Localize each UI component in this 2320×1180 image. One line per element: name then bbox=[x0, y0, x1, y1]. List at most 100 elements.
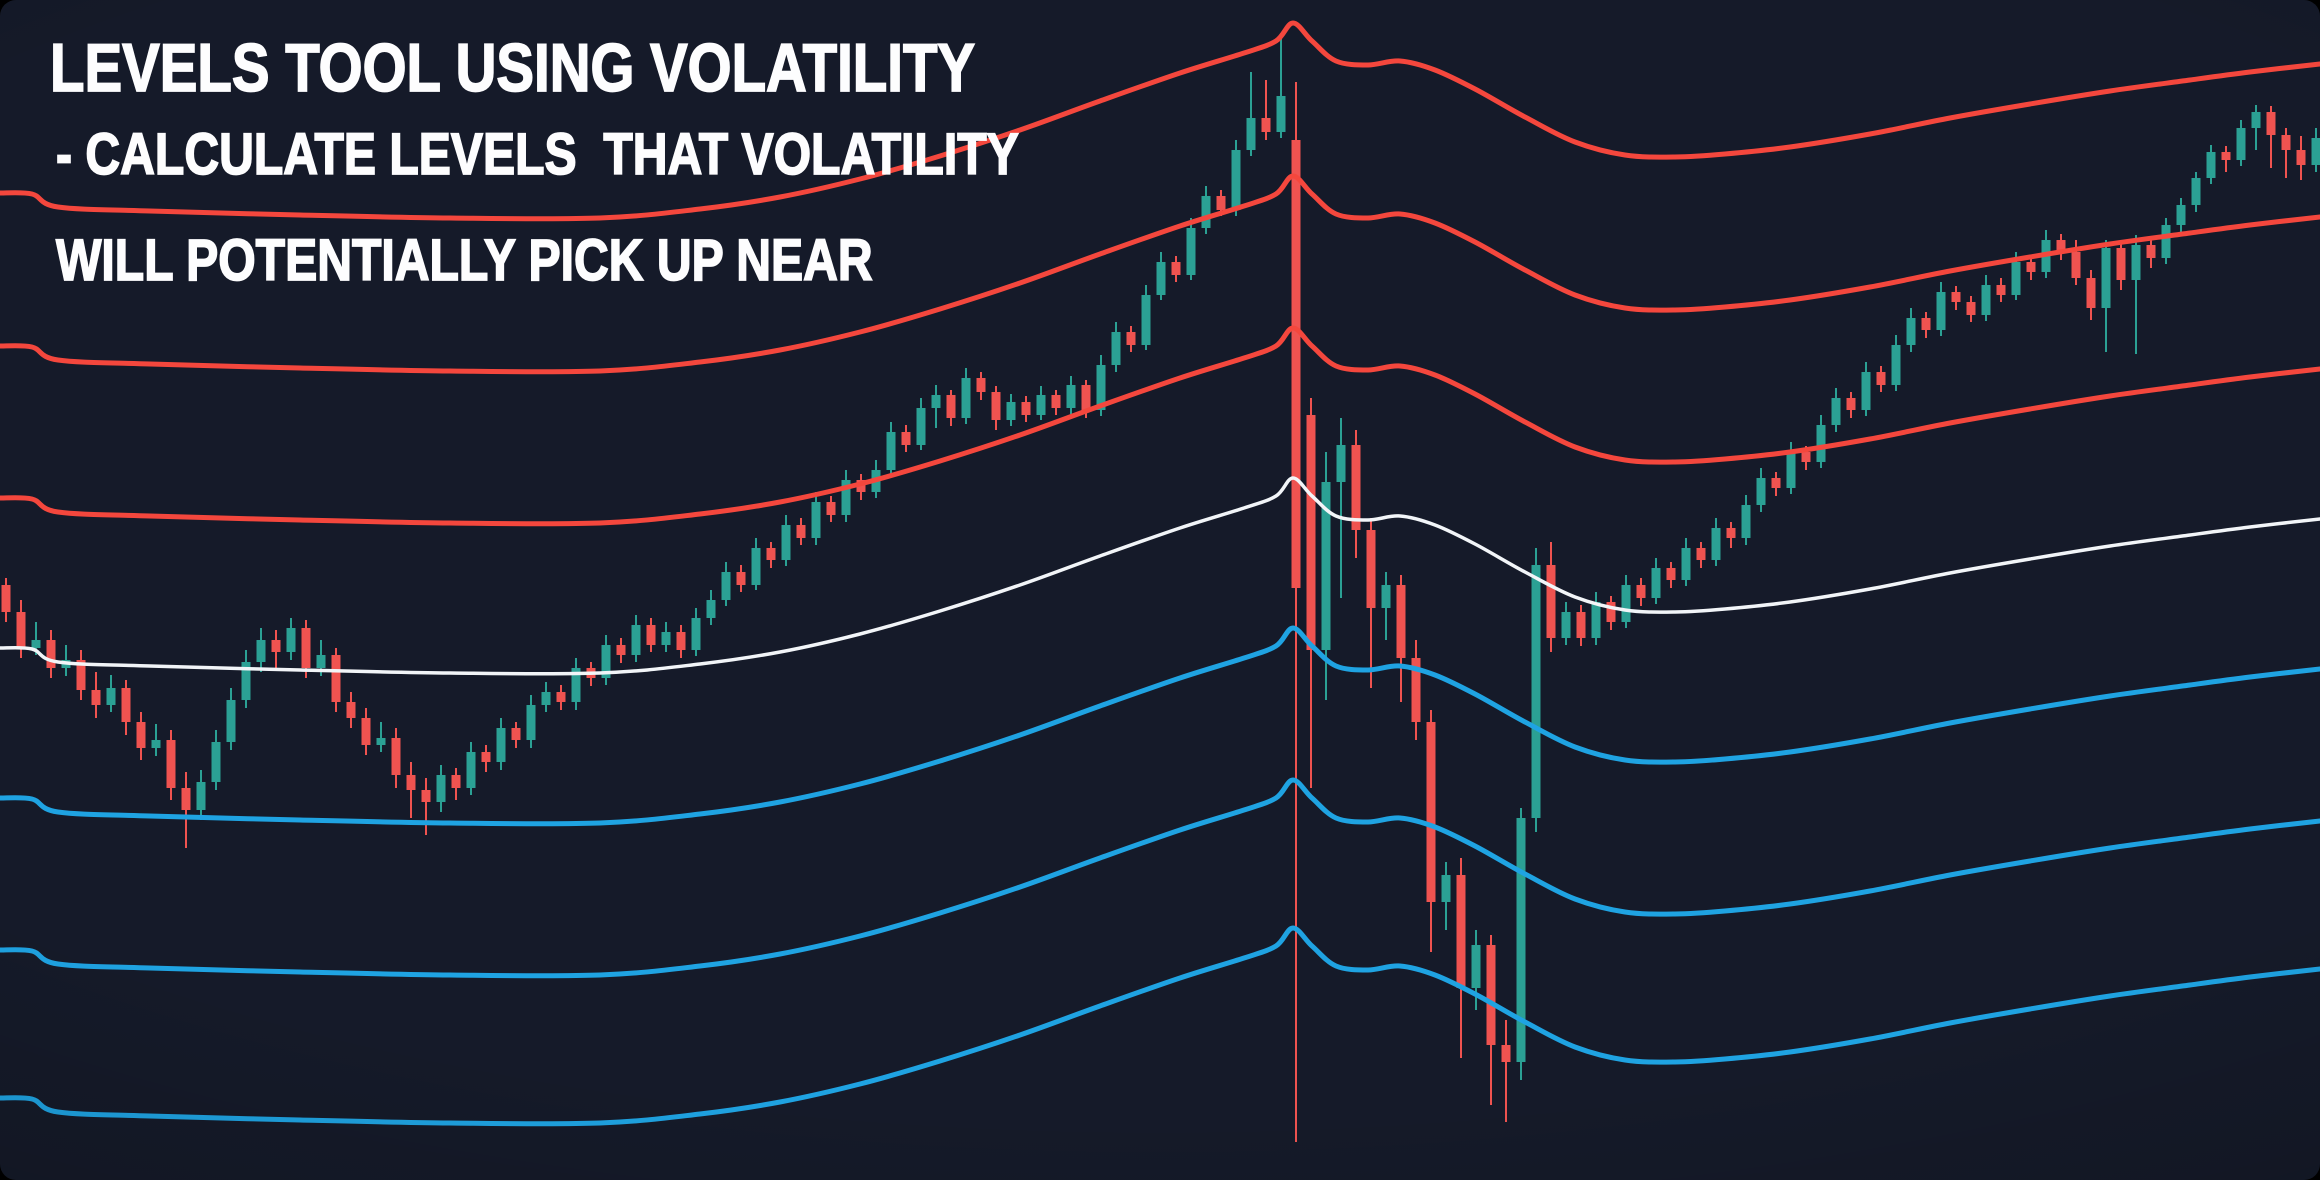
candle-body bbox=[1306, 415, 1316, 650]
candle-body bbox=[1186, 228, 1196, 275]
candle-body bbox=[1516, 818, 1526, 1062]
candle-body bbox=[1231, 150, 1241, 210]
candle-body bbox=[2176, 205, 2186, 225]
candle-body bbox=[1666, 568, 1676, 580]
candle-body bbox=[721, 572, 731, 600]
candle-body bbox=[1411, 658, 1421, 722]
candle-body bbox=[1321, 482, 1331, 650]
candle-body bbox=[2146, 245, 2156, 258]
candle-body bbox=[1141, 295, 1151, 345]
candle-body bbox=[256, 640, 266, 662]
candle-body bbox=[2266, 112, 2276, 135]
candle-body bbox=[331, 655, 341, 702]
candle-body bbox=[136, 722, 146, 748]
candle-body bbox=[406, 775, 416, 790]
candle-body bbox=[1261, 118, 1271, 132]
candle-body bbox=[106, 688, 116, 705]
candle-body bbox=[2086, 278, 2096, 308]
candle-body bbox=[196, 782, 206, 810]
candle-body bbox=[1216, 196, 1226, 210]
candle-body bbox=[1936, 292, 1946, 330]
candle-body bbox=[766, 548, 776, 560]
candle-body bbox=[1741, 505, 1751, 538]
candle-body bbox=[121, 688, 131, 722]
candle-body bbox=[16, 612, 26, 648]
candle-body bbox=[1711, 528, 1721, 560]
candle-body bbox=[1771, 478, 1781, 488]
candle-body bbox=[751, 548, 761, 585]
candle-body bbox=[676, 632, 686, 650]
candle-body bbox=[616, 645, 626, 655]
candle-body bbox=[1621, 585, 1631, 622]
candle-body bbox=[2011, 262, 2021, 295]
candle-body bbox=[226, 700, 236, 742]
candle-body bbox=[1171, 262, 1181, 275]
candle-body bbox=[811, 502, 821, 538]
candle-body bbox=[1846, 398, 1856, 410]
candle-body bbox=[481, 752, 491, 762]
candle-body bbox=[1291, 140, 1301, 588]
candle-body bbox=[1156, 262, 1166, 295]
candle-body bbox=[1726, 528, 1736, 538]
band-line-lower-level-2 bbox=[0, 777, 2320, 979]
candle-body bbox=[1246, 118, 1256, 150]
candle-body bbox=[1981, 285, 1991, 315]
candle-body bbox=[1066, 385, 1076, 408]
candle-body bbox=[151, 740, 161, 748]
candle-body bbox=[466, 752, 476, 788]
candle-body bbox=[691, 618, 701, 650]
candle-body bbox=[526, 705, 536, 740]
candle-body bbox=[1951, 292, 1961, 302]
candle-body bbox=[436, 775, 446, 802]
candlestick-layer bbox=[1, 38, 2320, 1142]
candle-body bbox=[241, 662, 251, 700]
candle-body bbox=[1996, 285, 2006, 295]
page-title: LEVELS TOOL USING VOLATILITY bbox=[49, 30, 976, 106]
candle-body bbox=[46, 640, 56, 668]
band-line-lower-level-3 bbox=[0, 925, 2320, 1127]
candle-body bbox=[211, 742, 221, 782]
candle-body bbox=[2281, 135, 2291, 150]
candle-body bbox=[1501, 1045, 1511, 1062]
candle-body bbox=[391, 738, 401, 775]
candle-body bbox=[1351, 445, 1361, 530]
candle-body bbox=[1966, 302, 1976, 315]
band-line-upper-level-1 bbox=[0, 325, 2320, 527]
candle-body bbox=[1861, 372, 1871, 410]
subtitle-line-2: WILL POTENTIALLY PICK UP NEAR bbox=[55, 228, 873, 293]
candle-body bbox=[1576, 612, 1586, 638]
candle-body bbox=[991, 392, 1001, 420]
candle-body bbox=[976, 378, 986, 392]
candle-body bbox=[2161, 225, 2171, 258]
candle-body bbox=[931, 395, 941, 408]
candle-body bbox=[511, 728, 521, 740]
candle-body bbox=[631, 625, 641, 655]
candle-body bbox=[601, 645, 611, 678]
candle-body bbox=[2251, 112, 2261, 128]
candle-body bbox=[901, 432, 911, 445]
candle-body bbox=[1651, 568, 1661, 598]
candle-body bbox=[496, 728, 506, 762]
candle-body bbox=[1006, 402, 1016, 420]
candle-body bbox=[2071, 252, 2081, 278]
candle-body bbox=[1906, 318, 1916, 345]
candle-body bbox=[1096, 365, 1106, 410]
candle-body bbox=[661, 632, 671, 645]
candle-body bbox=[1426, 722, 1436, 902]
candle-body bbox=[541, 692, 551, 705]
candle-body bbox=[781, 525, 791, 560]
candle-body bbox=[1441, 875, 1451, 902]
band-line-lower-level-1 bbox=[0, 625, 2320, 827]
candle-body bbox=[376, 738, 386, 745]
candle-body bbox=[1456, 875, 1466, 988]
candle-body bbox=[1081, 385, 1091, 410]
candle-body bbox=[706, 600, 716, 618]
candle-body bbox=[1381, 585, 1391, 608]
candle-body bbox=[1831, 398, 1841, 425]
candle-body bbox=[2191, 178, 2201, 205]
candle-body bbox=[556, 692, 566, 702]
candle-body bbox=[2221, 152, 2231, 160]
candle-body bbox=[31, 640, 41, 648]
candle-body bbox=[571, 668, 581, 702]
